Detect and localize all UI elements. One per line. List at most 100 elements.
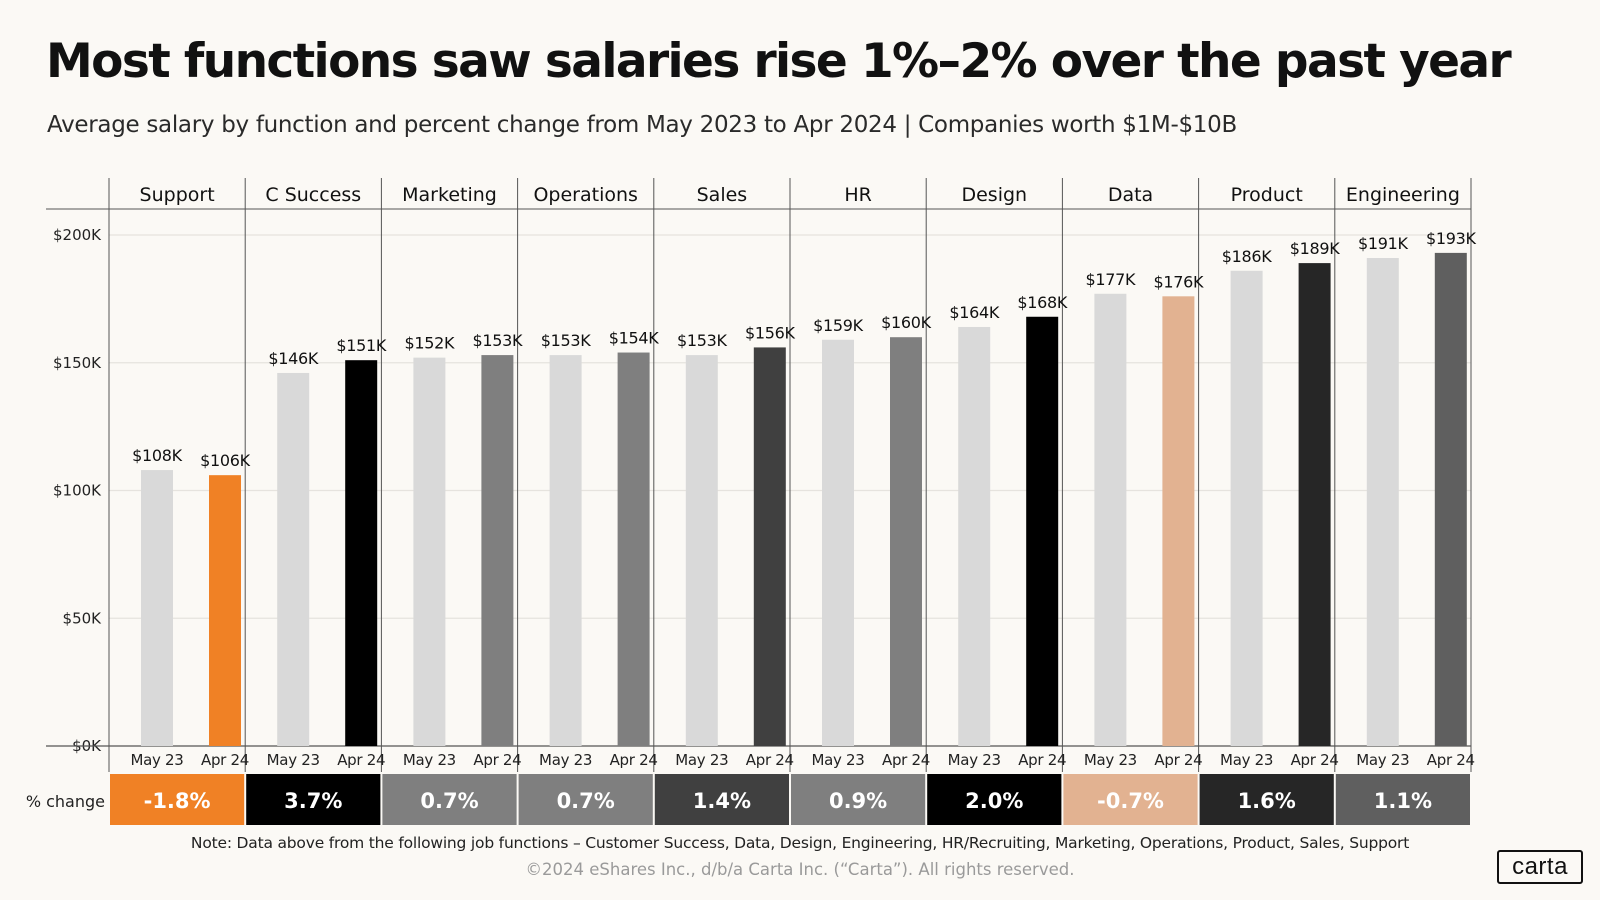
copyright: ©2024 eShares Inc., d/b/a Carta Inc. (“C… xyxy=(525,860,1075,879)
change-cell xyxy=(927,774,1062,825)
bar-apr24 xyxy=(753,347,786,746)
bar-may23 xyxy=(549,355,582,746)
x-tick-label: May 23 xyxy=(675,751,728,769)
change-value: -1.8% xyxy=(144,789,211,813)
footnote: Note: Data above from the following job … xyxy=(190,834,1410,852)
change-value: 0.7% xyxy=(420,789,478,813)
change-value: -0.7% xyxy=(1097,789,1164,813)
x-tick-label: Apr 24 xyxy=(1018,751,1066,769)
change-cell xyxy=(1335,774,1470,825)
bar-value-label: $177K xyxy=(1086,270,1137,289)
x-tick-label: May 23 xyxy=(403,751,456,769)
change-cell xyxy=(382,774,517,825)
function-header: Sales xyxy=(697,184,748,206)
x-tick-label: Apr 24 xyxy=(1427,751,1475,769)
bar-value-label: $154K xyxy=(609,329,660,348)
change-value: 1.6% xyxy=(1238,789,1296,813)
change-cell xyxy=(110,774,245,825)
x-tick-label: Apr 24 xyxy=(473,751,521,769)
function-header: Design xyxy=(961,184,1027,206)
change-value: 3.7% xyxy=(284,789,342,813)
y-tick-label: $150K xyxy=(53,354,102,372)
change-cell xyxy=(654,774,789,825)
bar-value-label: $153K xyxy=(473,331,524,350)
bar-may23 xyxy=(685,355,718,746)
x-tick-label: May 23 xyxy=(130,751,183,769)
chart-subtitle: Average salary by function and percent c… xyxy=(47,112,1237,138)
x-tick-label: Apr 24 xyxy=(1291,751,1339,769)
bar-may23 xyxy=(1230,270,1263,746)
x-tick-label: Apr 24 xyxy=(201,751,249,769)
change-value: 2.0% xyxy=(965,789,1023,813)
x-tick-label: May 23 xyxy=(1356,751,1409,769)
x-tick-label: May 23 xyxy=(811,751,864,769)
bar-value-label: $159K xyxy=(813,316,864,335)
bar-apr24 xyxy=(1298,263,1331,746)
bar-apr24 xyxy=(1162,296,1195,746)
bar-may23 xyxy=(822,339,854,746)
bar-value-label: $151K xyxy=(336,336,387,355)
change-value: 0.7% xyxy=(557,789,615,813)
bar-value-label: $146K xyxy=(268,349,319,368)
bar-value-label: $160K xyxy=(881,313,932,332)
x-tick-label: May 23 xyxy=(1220,751,1273,769)
function-header: Operations xyxy=(533,184,637,206)
x-tick-label: Apr 24 xyxy=(610,751,658,769)
x-tick-label: Apr 24 xyxy=(746,751,794,769)
change-cell xyxy=(1063,774,1198,825)
bar-may23 xyxy=(958,326,991,746)
change-value: 1.4% xyxy=(693,789,751,813)
y-tick-label: $100K xyxy=(53,482,102,500)
bar-may23 xyxy=(413,357,446,746)
bar-value-label: $106K xyxy=(200,451,251,470)
bar-value-label: $193K xyxy=(1426,229,1477,248)
function-header: Engineering xyxy=(1346,184,1460,206)
bar-value-label: $152K xyxy=(405,334,456,353)
bar-value-label: $186K xyxy=(1222,247,1273,266)
change-value: 1.1% xyxy=(1374,789,1432,813)
bar-apr24 xyxy=(481,355,514,746)
function-header: Product xyxy=(1231,184,1303,206)
bar-may23 xyxy=(1366,257,1399,746)
bar-value-label: $176K xyxy=(1154,272,1205,291)
salary-bar-chart: $0K$50K$100K$150K$200K% changeSupport$10… xyxy=(26,178,1477,825)
bar-value-label: $164K xyxy=(949,303,1000,322)
carta-logo: carta xyxy=(1497,850,1583,884)
bar-value-label: $189K xyxy=(1290,239,1341,258)
bar-may23 xyxy=(1094,293,1127,746)
bar-apr24 xyxy=(209,475,241,746)
change-value: 0.9% xyxy=(829,789,887,813)
x-tick-label: Apr 24 xyxy=(1154,751,1202,769)
bar-value-label: $156K xyxy=(745,323,796,342)
x-tick-label: Apr 24 xyxy=(882,751,930,769)
function-header: HR xyxy=(844,184,872,206)
function-header: Marketing xyxy=(402,184,497,206)
x-tick-label: May 23 xyxy=(1084,751,1137,769)
function-header: C Success xyxy=(265,184,361,206)
bar-value-label: $108K xyxy=(132,446,183,465)
bar-value-label: $168K xyxy=(1017,293,1068,312)
bar-may23 xyxy=(141,470,173,746)
change-cell xyxy=(246,774,381,825)
bar-may23 xyxy=(277,372,310,746)
bar-apr24 xyxy=(617,352,650,746)
x-tick-label: May 23 xyxy=(948,751,1001,769)
x-tick-label: May 23 xyxy=(267,751,320,769)
bar-apr24 xyxy=(1434,252,1467,746)
y-tick-label: $200K xyxy=(53,226,102,244)
function-header: Data xyxy=(1108,184,1153,206)
bar-apr24 xyxy=(345,360,378,746)
change-cell xyxy=(791,774,926,825)
x-tick-label: Apr 24 xyxy=(337,751,385,769)
bar-apr24 xyxy=(890,337,922,746)
y-tick-label: $50K xyxy=(63,609,103,627)
bar-value-label: $191K xyxy=(1358,234,1409,253)
chart-title: Most functions saw salaries rise 1%–2% o… xyxy=(46,34,1512,89)
bar-value-label: $153K xyxy=(677,331,728,350)
change-cell xyxy=(518,774,653,825)
change-cell xyxy=(1199,774,1334,825)
bar-apr24 xyxy=(1026,316,1059,746)
bar-value-label: $153K xyxy=(541,331,592,350)
change-row-label: % change xyxy=(26,792,105,811)
function-header: Support xyxy=(140,184,215,206)
